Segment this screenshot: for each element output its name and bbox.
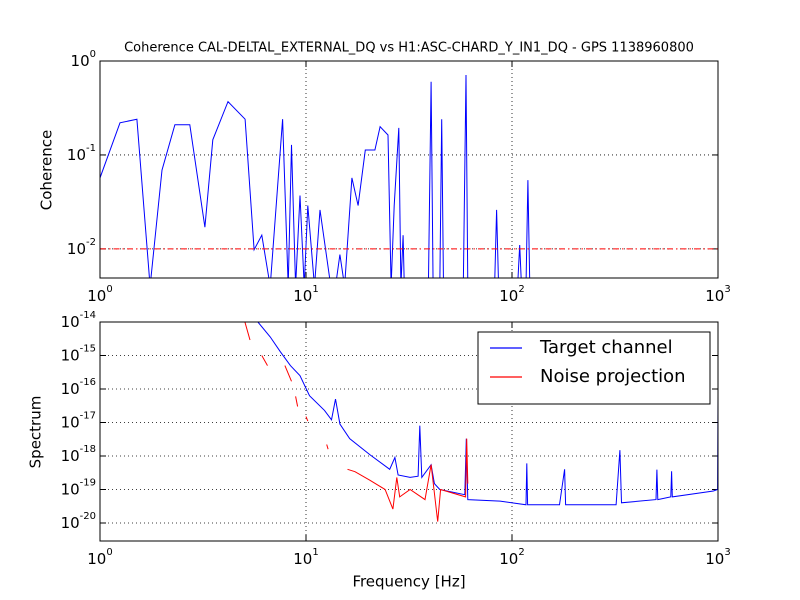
x-tick-label: 102 [499, 547, 524, 568]
y-tick-label: 10-14 [61, 310, 96, 331]
x-tick-label: 101 [293, 284, 318, 305]
plot-frame [99, 60, 719, 279]
y-tick-label: 10-18 [61, 444, 96, 465]
x-axis-label: Frequency [Hz] [352, 573, 465, 591]
x-tick-label: 101 [293, 547, 318, 568]
legend-label: Noise projection [540, 366, 686, 387]
x-tick-label: 102 [499, 284, 524, 305]
x-tick-label: 100 [87, 284, 112, 305]
y-tick-label: 10-15 [61, 343, 96, 364]
y-tick-label: 100 [71, 49, 96, 70]
data-line [257, 322, 718, 506]
y-tick-label: 10-1 [67, 143, 96, 164]
y-tick-label: 10-17 [61, 410, 96, 431]
legend-label: Target channel [539, 337, 673, 358]
x-tick-label: 100 [87, 547, 112, 568]
y-axis-label: Coherence [38, 130, 56, 210]
data-line [100, 74, 531, 278]
x-tick-label: 103 [705, 547, 730, 568]
data-line [244, 322, 469, 522]
y-tick-label: 10-20 [61, 511, 96, 532]
y-tick-label: 10-16 [61, 377, 96, 398]
legend-box [477, 331, 711, 405]
y-axis-label: Spectrum [27, 396, 45, 469]
x-tick-label: 103 [705, 284, 730, 305]
chart-title: Coherence CAL-DELTAL_EXTERNAL_DQ vs H1:A… [124, 41, 694, 56]
legend: Target channel Noise projection [477, 331, 711, 405]
plot-frame [99, 321, 719, 542]
y-tick-label: 10-2 [67, 237, 96, 257]
y-tick-label: 10-19 [61, 477, 96, 498]
